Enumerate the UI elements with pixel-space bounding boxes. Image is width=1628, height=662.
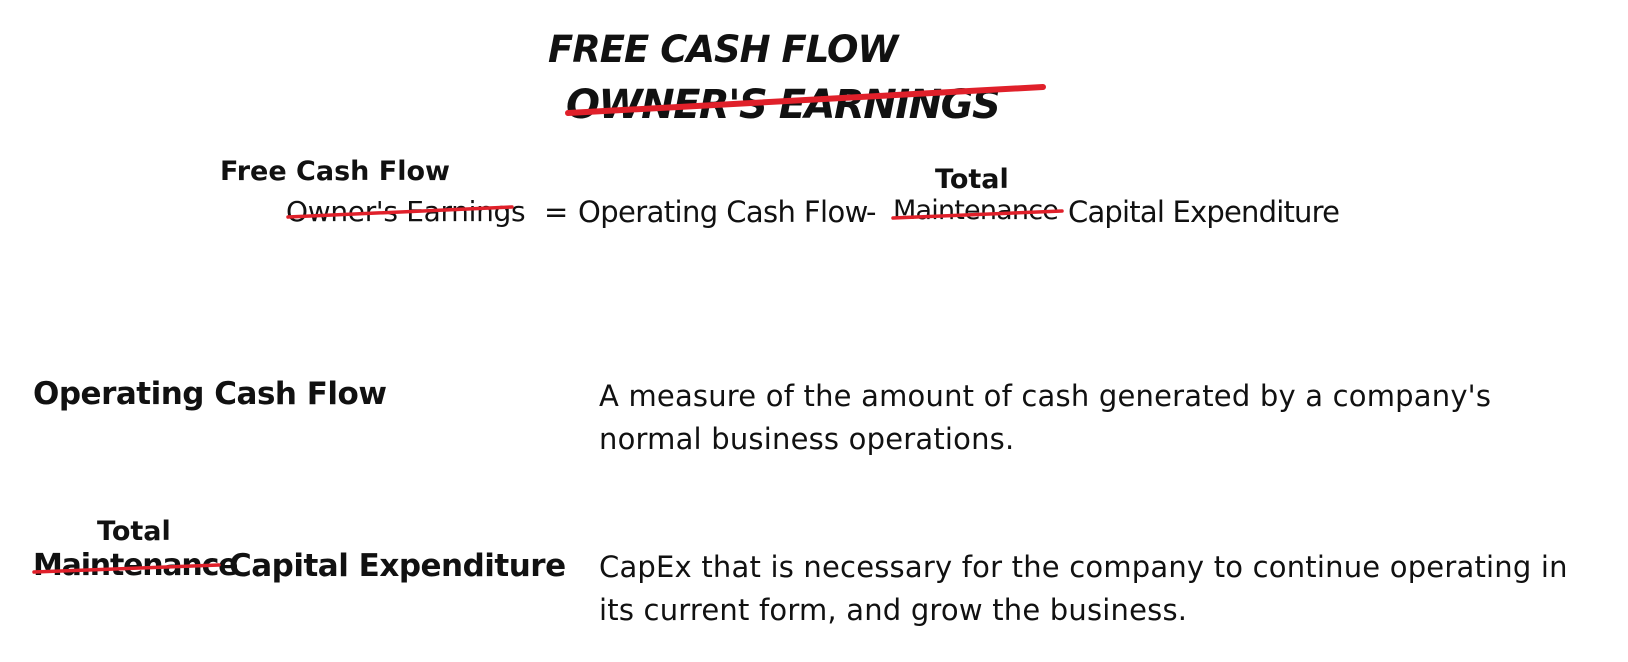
formula-lhs-replacement: Free Cash Flow — [220, 156, 450, 187]
definition-term-replacement: Total — [97, 516, 171, 547]
formula-minus: - — [866, 195, 877, 229]
formula-capex-struck: Maintenance — [893, 195, 1059, 226]
definition-term-operating-cash-flow: Operating Cash Flow — [33, 376, 387, 412]
formula-lhs-struck: Owner's Earnings — [286, 195, 526, 228]
title-replacement: FREE CASH FLOW — [548, 28, 898, 71]
definition-description-operating-cash-flow: A measure of the amount of cash generate… — [599, 379, 1492, 456]
definition-term-rest: Capital Expenditure — [229, 548, 566, 584]
formula-operating-cash-flow: Operating Cash Flow — [578, 195, 868, 229]
definition-term-struck: Maintenance — [33, 548, 239, 583]
title-struck: OWNER'S EARNINGS — [566, 82, 1001, 128]
formula-equals: = — [544, 195, 569, 229]
formula-capex-rest: Capital Expenditure — [1068, 195, 1340, 229]
definition-description-capex: CapEx that is necessary for the company … — [599, 550, 1568, 627]
formula-capex-replacement: Total — [935, 164, 1009, 195]
